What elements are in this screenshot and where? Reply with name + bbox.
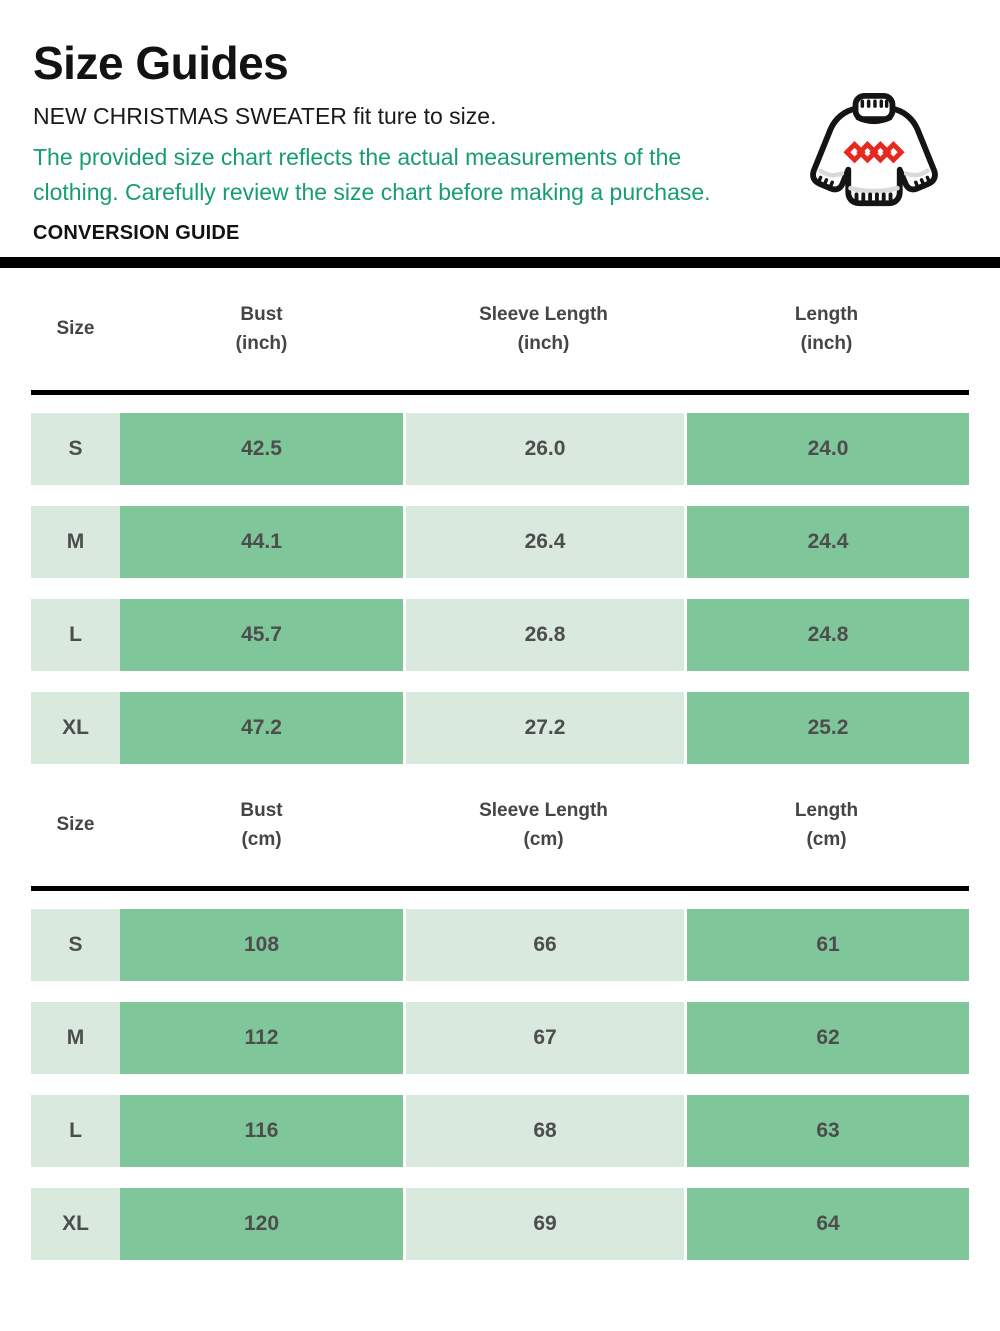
- column-header-sleeve-length: Sleeve Length (cm): [403, 796, 684, 854]
- size-cell: M: [31, 1001, 120, 1074]
- size-cell: L: [31, 1094, 120, 1167]
- header-unit: (cm): [523, 828, 564, 850]
- table-row: M 112 67 62: [31, 1001, 969, 1074]
- size-cell: XL: [31, 691, 120, 764]
- header-label: Bust: [240, 799, 283, 821]
- sleeve-length-cell: 66: [403, 908, 684, 981]
- bust-cell: 44.1: [120, 505, 403, 578]
- table-header-inch: Size Bust (inch) Sleeve Length (inch) Le…: [31, 268, 969, 390]
- length-cell: 25.2: [684, 691, 969, 764]
- tables-section: Size Bust (inch) Sleeve Length (inch) Le…: [0, 268, 1000, 1260]
- table-header-cm: Size Bust (cm) Sleeve Length (cm) Length…: [31, 764, 969, 886]
- length-cell: 61: [684, 908, 969, 981]
- header-unit: (inch): [517, 332, 570, 354]
- table-row: S 42.5 26.0 24.0: [31, 412, 969, 485]
- bust-cell: 112: [120, 1001, 403, 1074]
- header-label: Length: [794, 303, 859, 325]
- table-row: L 116 68 63: [31, 1094, 969, 1167]
- sleeve-length-cell: 26.8: [403, 598, 684, 671]
- header-label: Sleeve Length: [479, 303, 608, 325]
- size-cell: XL: [31, 1187, 120, 1260]
- table-row: M 44.1 26.4 24.4: [31, 505, 969, 578]
- length-cell: 63: [684, 1094, 969, 1167]
- bust-cell: 45.7: [120, 598, 403, 671]
- column-header-bust: Bust (cm): [120, 796, 403, 854]
- sleeve-length-cell: 26.0: [403, 412, 684, 485]
- header-separator: [31, 885, 969, 891]
- header-label: Size: [56, 814, 95, 836]
- sleeve-length-cell: 67: [403, 1001, 684, 1074]
- table-row: L 45.7 26.8 24.8: [31, 598, 969, 671]
- note-text: The provided size chart reflects the act…: [33, 143, 711, 205]
- conversion-guide-label: CONVERSION GUIDE: [33, 221, 240, 244]
- sleeve-length-cell: 68: [403, 1094, 684, 1167]
- table-row: S 108 66 61: [31, 908, 969, 981]
- bust-cell: 108: [120, 908, 403, 981]
- intro-section: Size Guides NEW CHRISTMAS SWEATER fit tu…: [0, 0, 1000, 245]
- header-separator: [31, 389, 969, 395]
- size-table-inch: Size Bust (inch) Sleeve Length (inch) Le…: [31, 268, 969, 764]
- table-row: XL 47.2 27.2 25.2: [31, 691, 969, 764]
- column-header-length: Length (cm): [684, 796, 969, 854]
- length-cell: 62: [684, 1001, 969, 1074]
- page-title: Size Guides: [33, 37, 289, 89]
- size-cell: S: [31, 412, 120, 485]
- header-unit: (inch): [235, 332, 288, 354]
- sleeve-length-cell: 27.2: [403, 691, 684, 764]
- header-unit: (cm): [241, 828, 282, 850]
- sleeve-length-cell: 26.4: [403, 505, 684, 578]
- header-unit: (inch): [800, 332, 853, 354]
- column-header-sleeve-length: Sleeve Length (inch): [403, 300, 684, 358]
- header-label: Sleeve Length: [479, 799, 608, 821]
- header-unit: (cm): [806, 828, 847, 850]
- size-table-cm: Size Bust (cm) Sleeve Length (cm) Length…: [31, 764, 969, 1260]
- header-label: Length: [794, 799, 859, 821]
- length-cell: 64: [684, 1187, 969, 1260]
- sleeve-length-cell: 69: [403, 1187, 684, 1260]
- header-label: Size: [56, 318, 95, 340]
- bust-cell: 116: [120, 1094, 403, 1167]
- size-cell: M: [31, 505, 120, 578]
- bust-cell: 42.5: [120, 412, 403, 485]
- sweater-icon: [800, 92, 948, 233]
- length-cell: 24.4: [684, 505, 969, 578]
- header-label: Bust: [240, 303, 283, 325]
- length-cell: 24.0: [684, 412, 969, 485]
- size-cell: L: [31, 598, 120, 671]
- column-header-length: Length (inch): [684, 300, 969, 358]
- column-header-bust: Bust (inch): [120, 300, 403, 358]
- length-cell: 24.8: [684, 598, 969, 671]
- top-divider-bar: [0, 256, 1000, 268]
- bust-cell: 47.2: [120, 691, 403, 764]
- column-header-size: Size: [31, 314, 120, 343]
- subtitle-text: NEW CHRISTMAS SWEATER fit ture to size.: [33, 102, 497, 129]
- column-header-size: Size: [31, 810, 120, 839]
- size-cell: S: [31, 908, 120, 981]
- table-row: XL 120 69 64: [31, 1187, 969, 1260]
- bust-cell: 120: [120, 1187, 403, 1260]
